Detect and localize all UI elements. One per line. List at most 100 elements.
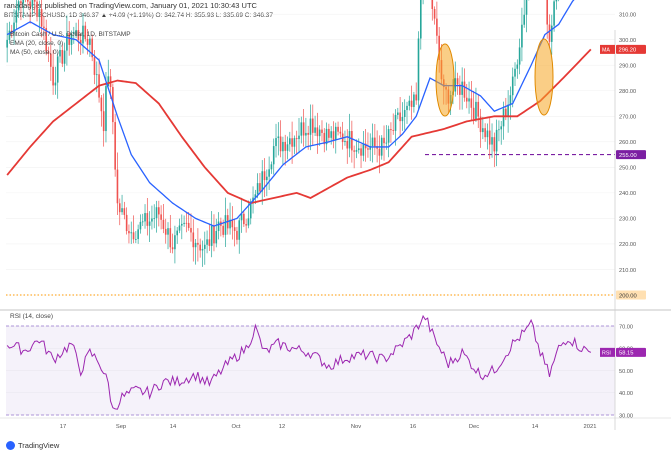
price-tag-label: 296.20 [619, 48, 637, 54]
candle [472, 107, 475, 119]
candle [162, 219, 165, 229]
candle [56, 56, 59, 83]
candle [328, 128, 330, 138]
candle [438, 35, 440, 61]
candle [323, 132, 326, 145]
candle [498, 129, 500, 131]
candle [314, 127, 316, 133]
candle [461, 81, 463, 95]
time-tick: 16 [410, 424, 416, 430]
ema-legend: EMA (20, close, 0) [10, 40, 64, 47]
time-tick: Sep [116, 424, 126, 430]
price-tick: 220.00 [619, 242, 636, 248]
candle [293, 138, 296, 147]
candle [82, 25, 84, 44]
candle [346, 140, 349, 149]
candle [475, 101, 477, 119]
candle [66, 33, 68, 51]
candle [100, 97, 103, 112]
price-axis: 380.00360.00350.00340.00330.00320.00310.… [616, 12, 646, 300]
candle [511, 76, 514, 96]
time-tick: Oct [231, 424, 240, 430]
candle [383, 137, 385, 144]
candle [433, 9, 436, 19]
rsi-prefix-bg [600, 347, 615, 357]
candle [518, 47, 521, 65]
candle [321, 129, 323, 133]
candle [477, 101, 480, 117]
candle [390, 129, 392, 131]
time-axis: 17 Sep 14 Oct 12 Nov 16 Dec 14 2021 [0, 417, 671, 430]
price-tick: 310.00 [619, 12, 636, 18]
candle [137, 229, 139, 240]
candle [463, 81, 466, 98]
candle [550, 25, 553, 42]
candle [174, 235, 176, 250]
candle [17, 1, 20, 11]
candle [169, 228, 172, 248]
candle [31, 0, 34, 7]
publisher-line: ranadagger published on TradingView.com,… [4, 1, 257, 10]
levels-group [6, 154, 615, 296]
tradingview-logo[interactable]: TradingView [6, 441, 59, 450]
ma-50-line [6, 48, 592, 205]
candle [148, 221, 151, 226]
candle [272, 146, 275, 165]
candle [213, 225, 215, 244]
candle [86, 39, 89, 45]
candle [217, 221, 220, 231]
candle [224, 215, 227, 235]
candle [525, 0, 528, 15]
candle [208, 239, 211, 246]
candle [482, 128, 484, 133]
candle [300, 122, 303, 136]
candle [199, 244, 201, 251]
candle [141, 221, 144, 223]
candle [261, 171, 264, 192]
candle [201, 248, 204, 251]
candle [413, 94, 415, 107]
candle [436, 18, 438, 36]
candle [330, 131, 332, 138]
candle [40, 9, 43, 27]
rsi-line [6, 314, 592, 410]
candle [385, 142, 388, 144]
candle [125, 214, 128, 232]
candle [291, 138, 293, 147]
tag-prefix: MA [602, 48, 610, 54]
candle [364, 143, 367, 149]
candle [185, 222, 188, 224]
candle [403, 110, 406, 117]
candle [93, 57, 96, 75]
candle [307, 132, 309, 135]
candle [43, 26, 45, 29]
chart-title: Bitcoin Cash / U.S. Dollar, 1D, BITSTAMP [10, 31, 131, 38]
candle [256, 183, 259, 195]
candle [406, 105, 408, 111]
candle [47, 51, 50, 54]
candle [180, 223, 183, 226]
candle [266, 176, 268, 181]
candle [318, 129, 321, 137]
candle [465, 97, 468, 102]
candle [135, 239, 137, 240]
candle [77, 30, 80, 40]
candle [36, 1, 38, 17]
candle [194, 242, 197, 248]
candle [369, 146, 372, 150]
time-tick: 17 [60, 424, 66, 430]
level-tag-label: 255.00 [619, 153, 637, 159]
candle [164, 228, 167, 235]
rsi-tick: 70.00 [619, 324, 633, 330]
candle [316, 127, 319, 137]
candle [206, 239, 208, 245]
level-tag [616, 290, 646, 300]
candle [22, 0, 25, 4]
candle [284, 141, 287, 151]
candle [468, 98, 470, 102]
candle [360, 148, 362, 156]
candle [187, 222, 190, 228]
candle [8, 30, 11, 40]
